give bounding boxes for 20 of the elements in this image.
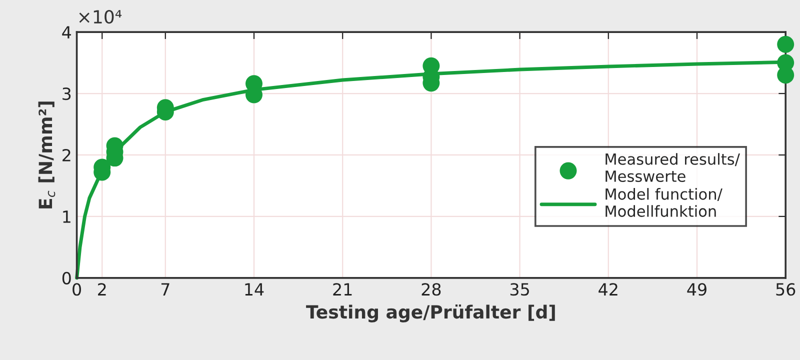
x-axis-title: Testing age/Prüfalter [d] [306,304,555,322]
legend-label: Measured results/ Messwerte [606,153,740,182]
x-tick-label: 7 [161,283,170,296]
y-tick-label: 2 [62,148,70,162]
x-tick-label: 56 [776,283,796,296]
x-tick-label: 49 [687,283,706,296]
y-axis-title: E$_{c}$ [N/mm²] [38,102,56,208]
x-tick-label: 14 [245,283,264,296]
x-tick-label: 0 [72,283,81,296]
text: ×10⁴ [79,10,122,24]
y-tick-label: 1 [63,210,70,223]
y-tick-label: 0 [62,272,71,284]
x-tick-label: 28 [422,283,441,296]
y-tick-label: 3 [62,87,71,100]
x-tick-label: 42 [598,283,618,296]
legend-label: Model function/ Modellfunktion [606,188,722,217]
y-tick-label: 4 [62,26,72,38]
x-tick-label: 35 [510,283,529,296]
x-tick-label: 2 [98,283,106,296]
x-tick-label: 21 [333,283,352,296]
